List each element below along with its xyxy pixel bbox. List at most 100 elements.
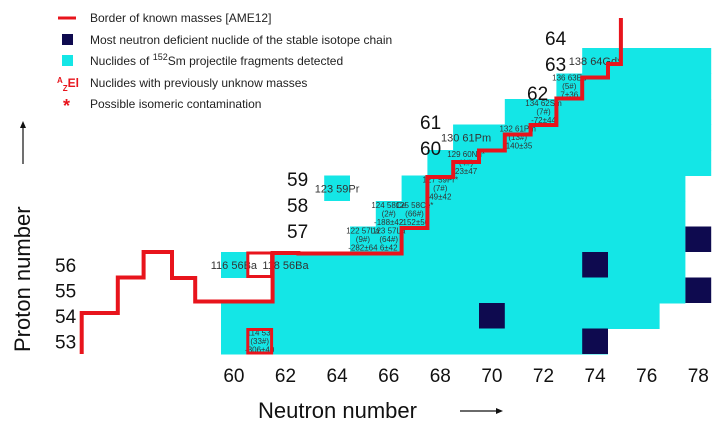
nuclide-label-line: 127 59Pr* — [423, 176, 459, 185]
nuclide-label-line: (13#) — [508, 133, 527, 142]
nuclide-label: 118 56Ba — [262, 260, 309, 272]
nuclide-label-line: 136 63Eu — [552, 74, 586, 83]
detected-cell — [324, 175, 350, 201]
detected-cell — [221, 252, 247, 278]
nuclide-label: 132 61Pm (13#) -140±35 — [499, 125, 536, 151]
nuclide-label: 123 59Pr — [315, 183, 360, 195]
y-axis-ticks: 53 54 55 56 — [55, 256, 77, 354]
legend-unknown-symbol: AZEl — [57, 76, 79, 93]
x-axis-arrow-head — [496, 408, 503, 414]
nuclide-label: 125 58Ce* (66#) -152±50 — [396, 201, 434, 227]
x-tick-label: 62 — [275, 366, 296, 387]
nuclide-label-line: 125 58Ce* — [396, 201, 434, 210]
nuclide-label-line: (66#) — [405, 210, 424, 219]
legend-unknown-text: Nuclides with previously unknow masses — [90, 76, 307, 90]
proton-side-label: 62 — [527, 84, 548, 105]
y-axis-arrow-head — [20, 121, 26, 128]
x-tick-label: 72 — [533, 366, 554, 387]
legend-deficient-text: Most neutron deficient nuclide of the st… — [90, 33, 392, 47]
detected-cell — [350, 226, 686, 253]
deficient-cell — [582, 328, 608, 354]
nuclide-label-line: -140±35 — [503, 142, 533, 151]
legend-detected-text: Nuclides of 152Sm projectile fragments d… — [90, 52, 343, 68]
x-tick-label: 78 — [688, 366, 709, 387]
nuclide-label-line: 116 56Ba — [211, 260, 258, 272]
nuclide-label-line: -188±42 — [374, 218, 404, 227]
nuclide-label-line: 123 59Pr — [315, 183, 360, 195]
legend-detected-text-mass: 152 — [153, 52, 168, 62]
y-tick-label: 54 — [55, 307, 77, 328]
nuclide-label-line: (33#) — [250, 337, 269, 346]
nuclide-label: 124 58Ce (2#) -188±42 — [371, 201, 406, 227]
nuclide-label-line: 7±36 — [560, 91, 578, 100]
deficient-cell — [685, 226, 712, 252]
detected-cell — [453, 124, 712, 151]
nuclide-label-line: (5#) — [562, 82, 577, 91]
nuclide-label-line: 134 62Sm — [525, 99, 562, 108]
nuclide-label-line: 124 58Ce — [371, 201, 406, 210]
x-tick-label: 66 — [378, 366, 399, 387]
proton-side-label: 60 — [420, 139, 441, 160]
diagonal-proton-labels: 57 58 59 60 61 62 63 64 — [287, 29, 567, 243]
nuclide-label-line: -152±50 — [400, 218, 430, 227]
legend-isomeric-symbol: * — [63, 96, 70, 116]
nuclide-label-line: 130 61Pm — [441, 132, 491, 144]
x-axis-title-group: Neutron number — [258, 398, 503, 423]
legend-border-text: Border of known masses [AME12] — [90, 11, 271, 25]
legend: Border of known masses [AME12] Most neut… — [57, 11, 392, 116]
detected-cell — [504, 99, 712, 125]
nuclide-label: 127 59Pr* (7#) 49±42 — [423, 176, 459, 202]
y-tick-label: 53 — [55, 332, 76, 353]
nuclide-label-line: 122 57La — [346, 227, 380, 236]
x-tick-label: 70 — [481, 366, 502, 387]
deficient-nuclide-cells — [479, 226, 712, 354]
y-axis-title: Proton number — [10, 206, 35, 352]
nuclide-label-line: (9#) — [356, 235, 371, 244]
deficient-cell — [582, 252, 608, 278]
nuclide-label-line: 129 60Nd* — [447, 150, 485, 159]
nuclide-label: 122 57La (9#) -282±64 — [346, 227, 380, 253]
highlight-box — [246, 328, 274, 355]
proton-side-label: 59 — [287, 170, 308, 191]
x-tick-label: 74 — [585, 366, 607, 387]
nuclide-label-line: (2#) — [382, 210, 397, 219]
nuclide-label-line: 132 61Pm — [499, 125, 536, 134]
y-tick-label: 56 — [55, 256, 76, 277]
nuclide-label-line: (64#) — [379, 235, 398, 244]
y-axis-title-group: Proton number — [10, 121, 35, 352]
legend-detected-text-a: Nuclides of — [90, 54, 153, 68]
proton-side-label: 64 — [545, 29, 567, 50]
detected-cell — [401, 175, 686, 202]
nuclide-label-line: -282±64 — [348, 244, 378, 253]
detected-cell — [582, 48, 712, 74]
y-tick-label: 55 — [55, 281, 76, 302]
x-tick-label: 76 — [636, 366, 657, 387]
detected-cell — [221, 328, 608, 355]
detected-cell — [272, 277, 686, 304]
legend-isomeric-text: Possible isomeric contamination — [90, 97, 261, 111]
nuclide-label: 130 61Pm — [441, 132, 491, 144]
nuclide-label-line: 123 57La — [372, 227, 406, 236]
x-tick-label: 68 — [430, 366, 451, 387]
legend-deficient-swatch — [62, 34, 73, 45]
known-mass-border-line — [79, 18, 623, 354]
nuclide-label-line: 6±42 — [380, 244, 398, 253]
nuclide-label-line: -72±44 — [531, 116, 556, 125]
x-tick-label: 64 — [327, 366, 349, 387]
detected-cell — [453, 124, 479, 150]
legend-detected-swatch — [62, 55, 73, 66]
nuclide-label-line: 23±47 — [455, 167, 478, 176]
x-axis-ticks: 60 62 64 66 68 70 72 74 76 78 — [223, 366, 709, 387]
nuclide-label: 123 57La (64#) 6±42 — [372, 227, 406, 253]
nuclide-label-line: -306±40 — [245, 346, 275, 355]
legend-detected-text-b: Sm projectile fragments detected — [168, 54, 343, 68]
nuclide-label: 136 63Eu (5#) 7±36 — [552, 74, 586, 100]
nuclide-label-line: (7#) — [536, 108, 551, 117]
proton-side-label: 61 — [420, 113, 441, 134]
nuclide-label-line: 114 53I — [247, 329, 273, 338]
detected-cell — [272, 252, 686, 278]
nuclide-label: 134 62Sm (7#) -72±44 — [525, 99, 562, 125]
nuclide-label-line: (7#) — [433, 184, 448, 193]
proton-side-label: 58 — [287, 196, 308, 217]
